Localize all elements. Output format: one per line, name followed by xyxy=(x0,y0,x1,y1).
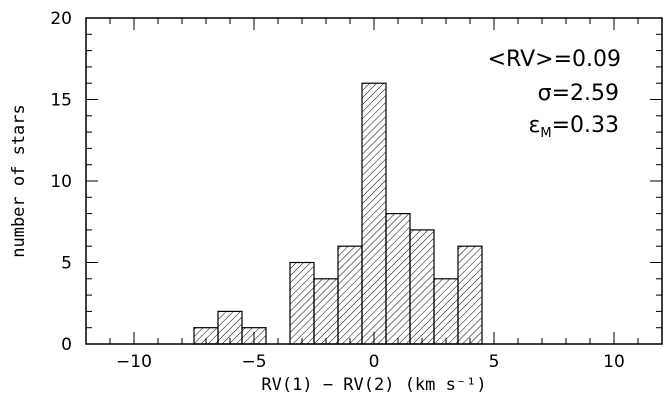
annotation-sigma: σ=2.59 xyxy=(538,81,619,106)
annotation-mean: <RV>=0.09 xyxy=(488,47,621,72)
epsilon-value: =0.33 xyxy=(552,113,619,138)
y-tick-label: 10 xyxy=(50,172,72,192)
histogram-bar xyxy=(337,245,363,345)
epsilon-symbol: ε xyxy=(528,113,540,138)
histogram-bars xyxy=(193,82,483,345)
histogram-bar xyxy=(409,229,435,345)
y-tick-label: 20 xyxy=(50,9,72,29)
x-tick-label: −5 xyxy=(241,352,266,372)
y-tick-label: 5 xyxy=(61,254,72,274)
x-ticks: −10 −5 0 5 10 xyxy=(85,18,663,372)
y-ticks: 0 5 10 15 20 xyxy=(50,9,662,355)
x-tick-label: 5 xyxy=(489,352,500,372)
histogram-bar xyxy=(385,213,411,345)
x-tick-label: 10 xyxy=(603,352,625,372)
x-tick-label: −10 xyxy=(116,352,152,372)
histogram-bar xyxy=(361,82,387,345)
x-axis-title: RV(1) − RV(2) (km s⁻¹) xyxy=(261,375,486,395)
y-axis-title: number of stars xyxy=(9,104,29,258)
annotation-epsilon: εM=0.33 xyxy=(528,113,619,141)
y-tick-label: 0 xyxy=(61,335,72,355)
histogram-bar xyxy=(289,261,315,345)
epsilon-subscript: M xyxy=(540,126,551,141)
y-tick-label: 15 xyxy=(50,91,72,111)
x-tick-label: 0 xyxy=(369,352,380,372)
histogram-bar xyxy=(457,245,483,345)
histogram-bar xyxy=(433,278,459,345)
histogram-bar xyxy=(313,278,339,345)
